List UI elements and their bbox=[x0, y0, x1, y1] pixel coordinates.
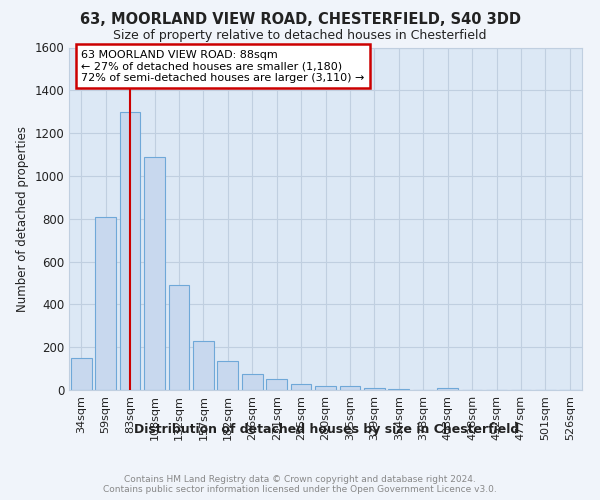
Bar bbox=[119, 112, 140, 390]
Bar bbox=[95, 216, 116, 390]
Text: Size of property relative to detached houses in Chesterfield: Size of property relative to detached ho… bbox=[113, 29, 487, 42]
Y-axis label: Number of detached properties: Number of detached properties bbox=[16, 126, 29, 312]
Bar bbox=[437, 388, 458, 390]
Bar bbox=[340, 386, 361, 390]
Text: 63 MOORLAND VIEW ROAD: 88sqm
← 27% of detached houses are smaller (1,180)
72% of: 63 MOORLAND VIEW ROAD: 88sqm ← 27% of de… bbox=[82, 50, 365, 83]
Bar bbox=[242, 374, 263, 390]
Text: Contains HM Land Registry data © Crown copyright and database right 2024.
Contai: Contains HM Land Registry data © Crown c… bbox=[103, 474, 497, 494]
Bar bbox=[144, 156, 165, 390]
Bar bbox=[388, 389, 409, 390]
Bar bbox=[193, 341, 214, 390]
Text: Distribution of detached houses by size in Chesterfield: Distribution of detached houses by size … bbox=[134, 422, 520, 436]
Bar bbox=[169, 285, 190, 390]
Bar bbox=[364, 388, 385, 390]
Bar bbox=[315, 386, 336, 390]
Bar bbox=[217, 361, 238, 390]
Bar bbox=[71, 358, 92, 390]
Bar bbox=[266, 380, 287, 390]
Text: 63, MOORLAND VIEW ROAD, CHESTERFIELD, S40 3DD: 63, MOORLAND VIEW ROAD, CHESTERFIELD, S4… bbox=[79, 12, 521, 26]
Bar bbox=[290, 384, 311, 390]
